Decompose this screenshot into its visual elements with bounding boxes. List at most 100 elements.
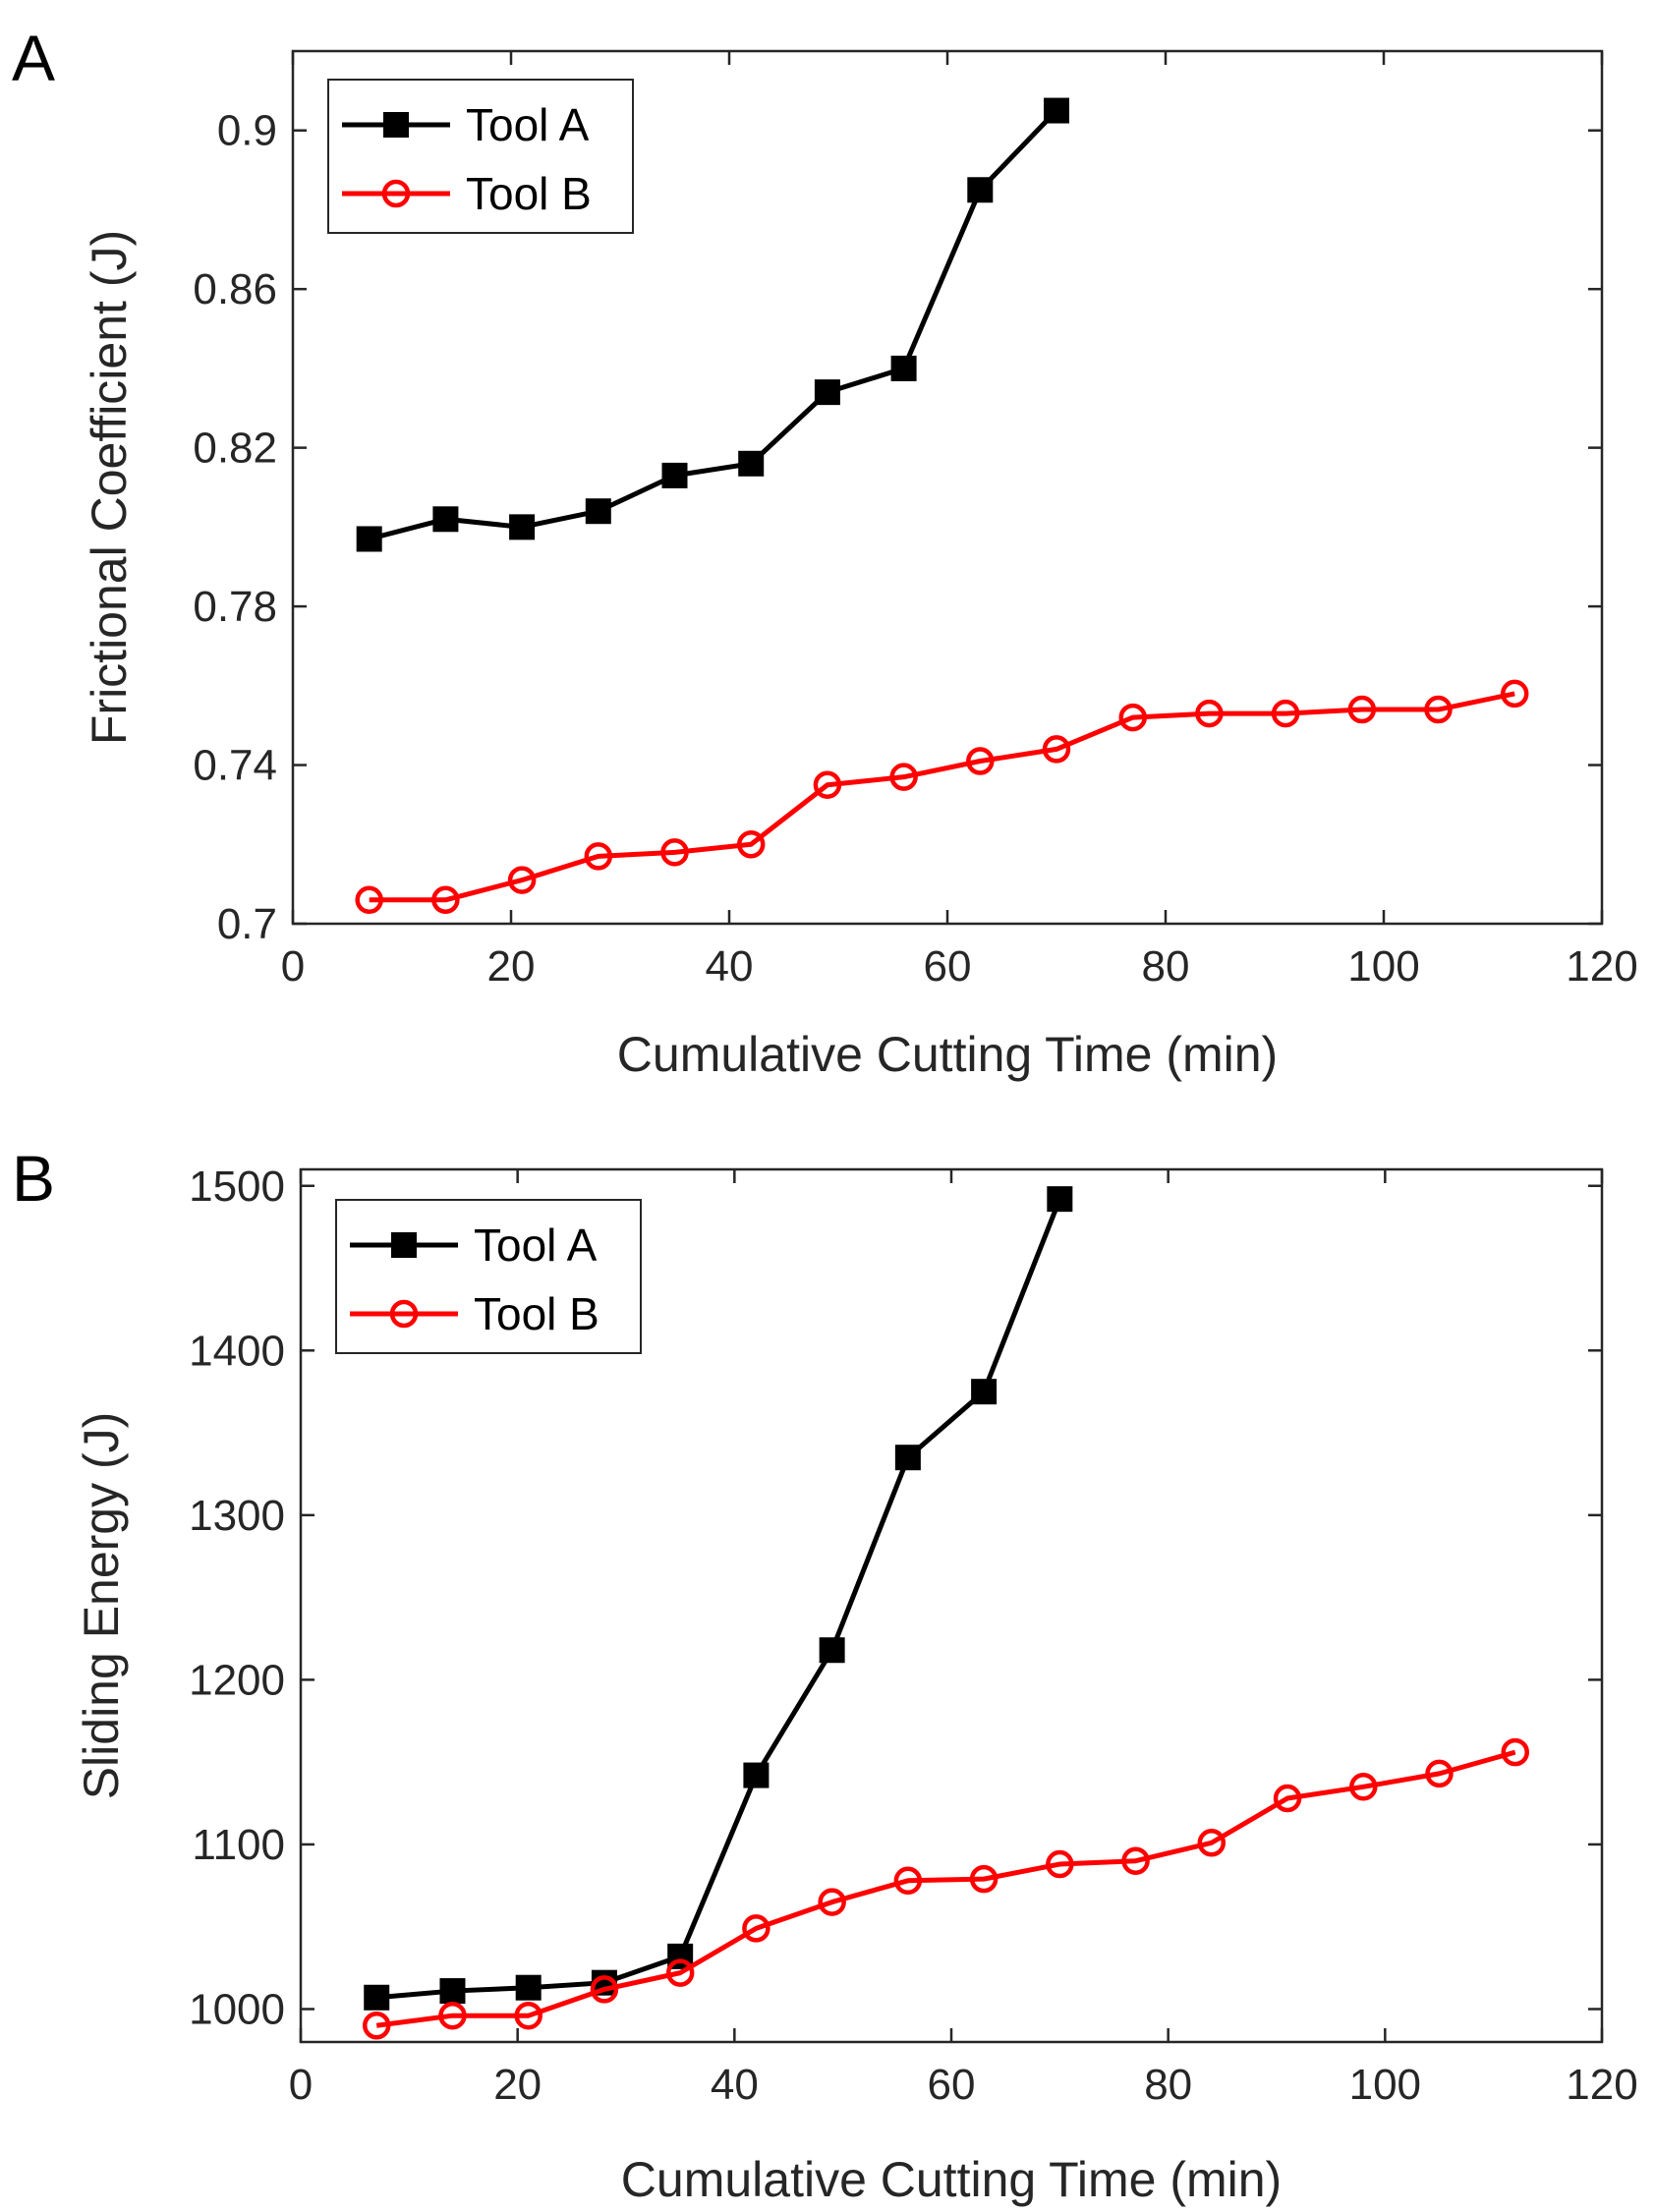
data-point-tool-a	[509, 514, 536, 540]
data-point-tool-b	[1121, 1846, 1150, 1875]
legend-box-a	[327, 79, 634, 234]
data-point-tool-b	[665, 1958, 695, 1987]
y-tick-label: 0.7	[217, 900, 277, 948]
legend-label-tool-b: Tool B	[474, 1288, 599, 1339]
data-point-tool-b	[1501, 1737, 1529, 1767]
series-line-tool-a	[376, 1198, 1062, 2001]
data-point-tool-b	[514, 2001, 542, 2030]
data-point-tool-b	[507, 866, 537, 894]
legend-a: Tool A Tool B	[327, 79, 634, 234]
data-point-tool-b	[736, 830, 766, 859]
data-point-tool-b	[1424, 695, 1453, 724]
data-point-tool-a	[515, 1974, 542, 2001]
data-point-tool-b	[1046, 1849, 1074, 1879]
y-tick-label: 0.78	[193, 583, 277, 631]
y-tick-label: 1400	[189, 1327, 285, 1375]
legend-marker-tool-a	[383, 112, 409, 138]
x-tick-label: 60	[928, 2061, 976, 2109]
data-point-tool-a	[585, 498, 611, 525]
data-point-tool-b	[1500, 679, 1529, 709]
y-tick-label: 1300	[189, 1492, 285, 1540]
x-tick-label: 80	[1144, 2061, 1192, 2109]
series-line-tool-b	[369, 691, 1515, 903]
panel-label-b: B	[12, 1142, 55, 1215]
data-point-tool-b	[893, 1866, 923, 1896]
legend-box-b	[335, 1199, 642, 1354]
legend-b: Tool A Tool B	[335, 1199, 642, 1354]
data-point-tool-b	[1349, 1773, 1378, 1801]
x-tick-label: 40	[711, 2061, 759, 2109]
y-tick-label: 0.74	[193, 742, 277, 790]
y-axis-label-a: Frictional Coefficient (J)	[82, 230, 137, 745]
data-point-tool-b	[818, 1888, 846, 1916]
data-point-tool-a	[738, 450, 765, 477]
legend-marker-tool-b	[381, 179, 411, 208]
x-tick-label: 80	[1142, 942, 1190, 991]
x-tick-label: 120	[1566, 2061, 1637, 2109]
data-point-tool-a	[967, 177, 994, 203]
data-point-tool-b	[1273, 1784, 1302, 1813]
series-line-tool-b	[375, 1749, 1516, 2028]
legend-label-tool-b: Tool B	[466, 168, 592, 219]
data-point-tool-b	[969, 1864, 999, 1894]
data-point-tool-b	[1118, 703, 1147, 732]
data-point-tool-a	[1044, 97, 1069, 124]
data-point-tool-b	[355, 885, 383, 915]
data-point-tool-b	[1425, 1759, 1454, 1788]
y-tick-label: 1200	[189, 1656, 285, 1704]
data-point-tool-b	[431, 885, 460, 915]
data-point-tool-b	[742, 1914, 770, 1943]
legend-marker-tool-b	[389, 1299, 419, 1329]
panel-b: B 0 20 40 60 80 100 120 1000 1100 1200 1300 1400 150…	[12, 1142, 1638, 2207]
data-point-tool-b	[1347, 695, 1377, 724]
data-point-tool-a	[356, 526, 382, 552]
x-tick-label: 20	[487, 942, 536, 991]
y-tick-label: 1100	[192, 1821, 285, 1869]
data-point-tool-a	[894, 1445, 921, 1471]
x-tick-label: 20	[493, 2061, 542, 2109]
data-point-tool-b	[660, 838, 689, 867]
data-point-tool-b	[438, 2001, 467, 2030]
data-point-tool-b	[1271, 699, 1300, 728]
data-point-tool-b	[584, 842, 613, 871]
panel-label-a: A	[12, 22, 55, 94]
legend-label-tool-a: Tool A	[466, 99, 590, 150]
ticks-a: 0 20 40 60 80 100 120 0.7 0.74 0.78 0.82 0.86 0.9	[193, 51, 1638, 991]
x-tick-label: 100	[1349, 2061, 1421, 2109]
series-line-tool-a	[369, 108, 1058, 541]
data-point-tool-b	[966, 747, 995, 775]
data-point-tool-a	[819, 1637, 845, 1664]
x-tick-label: 60	[924, 942, 972, 991]
data-point-tool-b	[1195, 699, 1224, 728]
x-axis-label-b: Cumulative Cutting Time (min)	[621, 2152, 1282, 2207]
data-point-tool-a	[971, 1379, 998, 1405]
data-point-tool-a	[432, 506, 459, 533]
data-point-tool-b	[813, 770, 842, 799]
data-point-tool-b	[1197, 1829, 1227, 1857]
data-point-tool-a	[364, 1984, 390, 2011]
y-axis-label-b: Sliding Energy (J)	[74, 1412, 129, 1800]
x-tick-label: 0	[289, 2061, 313, 2109]
panel-a: A 0 20 40 60 80 100 1200.70.740.780.820.860.9 …	[12, 22, 1638, 1082]
data-point-tool-b	[1042, 735, 1071, 764]
series-b	[362, 1186, 1529, 2040]
data-point-tool-b	[889, 763, 918, 791]
data-point-tool-a	[743, 1762, 770, 1788]
y-tick-label: 0.86	[193, 265, 277, 313]
data-point-tool-a	[439, 1978, 466, 2005]
legend-marker-tool-a	[391, 1232, 417, 1258]
data-point-tool-a	[1047, 1186, 1073, 1213]
x-tick-label: 100	[1347, 942, 1419, 991]
y-tick-label: 0.9	[217, 107, 277, 155]
data-point-tool-a	[814, 379, 840, 406]
y-tick-label: 0.82	[193, 425, 277, 473]
data-point-tool-a	[661, 462, 688, 488]
y-tick-label: 1500	[189, 1163, 285, 1211]
data-point-tool-b	[362, 2011, 391, 2040]
series-a	[355, 97, 1529, 915]
x-axis-label-a: Cumulative Cutting Time (min)	[617, 1027, 1278, 1082]
x-tick-label: 40	[706, 942, 754, 991]
data-point-tool-b	[590, 1975, 619, 2004]
x-tick-label: 120	[1566, 942, 1637, 991]
